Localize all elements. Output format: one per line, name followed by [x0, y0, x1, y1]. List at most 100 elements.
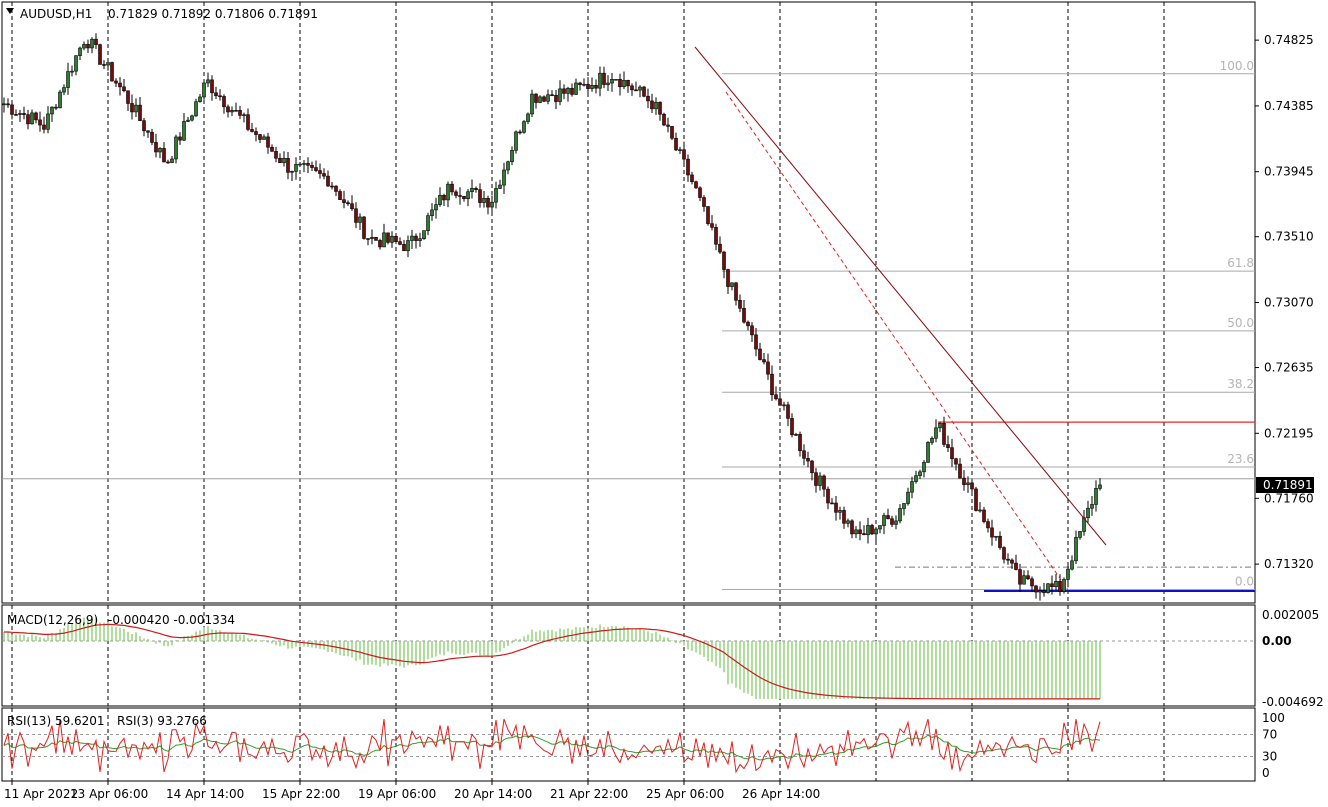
- candle-body: [1038, 590, 1042, 593]
- candle-body: [146, 130, 150, 133]
- candle-body: [74, 55, 78, 72]
- candle-body: [266, 136, 270, 148]
- macd-tick-label: 0.002005: [1262, 608, 1319, 622]
- candle-body: [490, 201, 494, 208]
- rsi-fast-line: [3, 718, 1101, 774]
- candle-body: [58, 91, 62, 109]
- candle-body: [70, 70, 74, 73]
- candle-body: [322, 173, 326, 177]
- candle-body: [546, 94, 550, 102]
- candle-body: [10, 104, 14, 115]
- candle-body: [346, 202, 350, 205]
- candle-body: [390, 235, 394, 243]
- price-tick-label: 0.74385: [1264, 99, 1314, 113]
- candle-body: [1014, 562, 1018, 570]
- candle-body: [790, 418, 794, 436]
- rsi-indicator: [2, 718, 1255, 774]
- macd-pane[interactable]: [1, 604, 1256, 707]
- candle-body: [22, 113, 26, 115]
- candle-body: [14, 114, 18, 116]
- candle-body: [554, 95, 558, 102]
- candle-body: [910, 481, 914, 493]
- candle-body: [646, 95, 650, 102]
- candle-body: [166, 161, 170, 164]
- candle-body: [338, 191, 342, 200]
- dropdown-triangle-icon[interactable]: [6, 8, 14, 14]
- candle-body: [986, 521, 990, 529]
- candle-body: [1078, 531, 1082, 538]
- candle-body: [1026, 575, 1030, 580]
- ohlc-header: 0.71829 0.71892 0.71806 0.71891: [108, 7, 318, 21]
- candle-body: [798, 433, 802, 452]
- candle-body: [754, 334, 758, 350]
- candle-body: [1070, 560, 1074, 570]
- candle-body: [534, 93, 538, 103]
- candle-body: [406, 240, 410, 252]
- candle-body: [378, 240, 382, 248]
- time-tick-label: 14 Apr 14:00: [166, 787, 244, 801]
- candle-body: [810, 460, 814, 473]
- rsi-tick-label: 70: [1262, 728, 1277, 742]
- candle-body: [474, 188, 478, 190]
- candle-body: [62, 87, 66, 93]
- candle-body: [898, 508, 902, 522]
- candle-body: [858, 529, 862, 534]
- rsi-tick-label: 30: [1262, 750, 1277, 764]
- main-pane[interactable]: [1, 1, 1256, 604]
- trendlines: [694, 46, 1107, 591]
- candle-body: [926, 442, 930, 463]
- candle-body: [702, 197, 706, 207]
- time-tick-label: 20 Apr 14:00: [454, 787, 532, 801]
- candle-body: [962, 477, 966, 485]
- macd-values: -0.000420 -0.001334: [108, 613, 235, 627]
- candle-body: [902, 503, 906, 509]
- candle-body: [18, 113, 22, 115]
- candle-body: [970, 482, 974, 490]
- candle-body: [994, 535, 998, 538]
- candle-body: [590, 85, 594, 89]
- candle-body: [1002, 547, 1006, 560]
- macd-label: MACD(12,26,9): [7, 613, 98, 627]
- candle-body: [422, 230, 426, 239]
- candle-body: [206, 79, 210, 84]
- macd-tick-label: 0.00: [1262, 634, 1292, 648]
- candle-body: [742, 307, 746, 323]
- candle-body: [642, 86, 646, 97]
- candle-body: [402, 244, 406, 252]
- candle-body: [718, 243, 722, 253]
- candle-body: [830, 502, 834, 505]
- candle-body: [154, 142, 158, 153]
- candle-body: [410, 235, 414, 241]
- candle-body: [582, 83, 586, 86]
- vertical-grid: [11, 2, 1165, 781]
- candle-body: [106, 62, 110, 66]
- candle-body: [1066, 568, 1070, 580]
- candle-body: [782, 404, 786, 407]
- candle-body: [218, 95, 222, 98]
- candle-body: [90, 38, 94, 49]
- candle-body: [366, 238, 370, 240]
- candle-body: [922, 462, 926, 473]
- candle-body: [670, 126, 674, 139]
- candle-body: [890, 518, 894, 525]
- candle-body: [1090, 504, 1094, 509]
- candle-body: [594, 85, 598, 89]
- time-tick-label: 25 Apr 06:00: [646, 787, 724, 801]
- symbol-header: AUDUSD,H1: [20, 7, 92, 21]
- candle-body: [894, 520, 898, 525]
- candle-body: [242, 114, 246, 116]
- candle-body: [850, 520, 854, 535]
- candle-body: [190, 115, 194, 121]
- candle-body: [878, 525, 882, 530]
- candle-body: [706, 206, 710, 224]
- candle-body: [298, 163, 302, 166]
- candle-body: [318, 170, 322, 174]
- rsi-pane[interactable]: [1, 707, 1256, 782]
- candle-body: [430, 209, 434, 216]
- candle-body: [1086, 507, 1090, 519]
- candle-body: [94, 38, 98, 45]
- price-tick-label: 0.71320: [1264, 557, 1314, 571]
- candle-body: [998, 535, 1002, 548]
